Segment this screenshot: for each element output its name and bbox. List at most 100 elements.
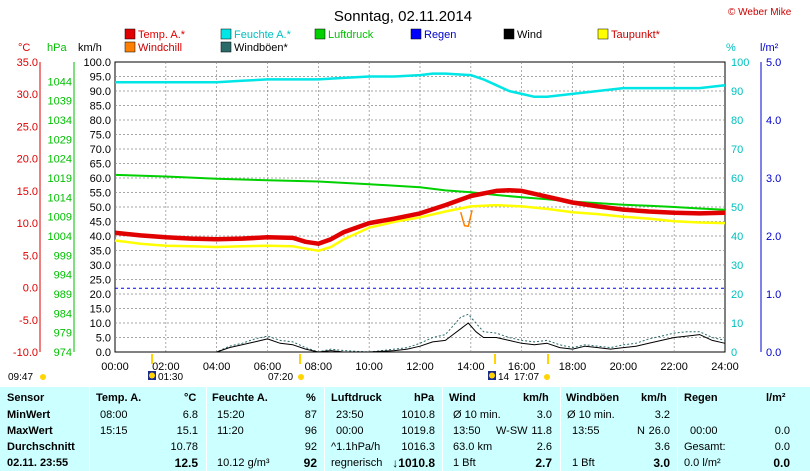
- cell: 10.78: [170, 441, 198, 453]
- cell: 63.0 km: [453, 441, 493, 453]
- chart-axes: 35.0 30.0 25.0 20.0 15.0 10.0 5.0 0.0 -5.0 -10.0 1…: [13, 57, 781, 373]
- cell: 92: [303, 456, 317, 470]
- cell: 13:55: [572, 425, 600, 437]
- sun-icon: [298, 374, 304, 380]
- pressure-tick-label: 989: [54, 289, 72, 301]
- wind-tick-label: 60.0: [90, 173, 111, 185]
- legend-label: Taupunkt*: [611, 29, 661, 41]
- cell: 26.0: [648, 425, 670, 437]
- cell: ^1.1hPa/h: [331, 441, 381, 453]
- cell: 0.0: [774, 441, 790, 453]
- x-tick-label: 12:00: [406, 361, 434, 373]
- marker-label: 14: [498, 372, 510, 383]
- pressure-tick-label: 1029: [48, 134, 72, 146]
- wind-tick-label: 25.0: [90, 275, 111, 287]
- header-wind: Wind: [449, 392, 476, 404]
- wind-tick-label: 45.0: [90, 217, 111, 229]
- temp-tick-label: 0.0: [23, 283, 38, 295]
- header-temp: Temp. A.: [96, 392, 142, 404]
- cell: 11.8: [531, 425, 552, 437]
- pressure-tick-label: 984: [54, 308, 72, 320]
- x-tick-label: 16:00: [508, 361, 536, 373]
- temp-unit: °C: [18, 42, 30, 54]
- cell: 10.12 g/m³: [217, 457, 270, 469]
- cell: 13:50: [453, 425, 481, 437]
- sun-moon-markers: 09:47 01:30 07:20 14 17:07: [8, 354, 550, 383]
- x-tick-label: 10:00: [355, 361, 383, 373]
- pressure-tick-label: 994: [54, 270, 72, 282]
- sun-icon: [40, 374, 46, 380]
- series-line-taupunkt: [114, 203, 726, 253]
- legend-swatch: [220, 41, 232, 53]
- humidity-tick-label: 10: [731, 318, 743, 330]
- legend-label: Regen: [424, 29, 456, 41]
- marker-label: 17:07: [514, 372, 539, 383]
- marker-label: 09:47: [8, 372, 33, 383]
- wind-unit: km/h: [78, 42, 102, 54]
- table-divider: [677, 387, 678, 471]
- humidity-tick-label: 90: [731, 86, 743, 98]
- axis-units: °C hPa km/h % l/m²: [18, 42, 779, 54]
- legend-label: Feuchte A.*: [234, 29, 292, 41]
- chart-title: Sonntag, 02.11.2014: [334, 8, 472, 25]
- header-temp-unit: °C: [184, 392, 197, 404]
- header-hum: Feuchte A.: [212, 392, 268, 404]
- table-divider: [442, 387, 443, 471]
- chart-grid: [114, 61, 726, 353]
- cell: 3.0: [536, 409, 552, 421]
- humidity-tick-label: 40: [731, 231, 743, 243]
- temp-tick-label: 35.0: [17, 57, 38, 69]
- pressure-tick-label: 1014: [48, 192, 72, 204]
- temp-tick-label: -10.0: [13, 347, 38, 359]
- humidity-tick-label: 30: [731, 260, 743, 272]
- table-divider: [206, 387, 207, 471]
- wind-tick-label: 55.0: [90, 188, 111, 200]
- rain-tick-label: 2.0: [766, 231, 781, 243]
- cell: 1019.8: [401, 425, 435, 437]
- legend-label: Luftdruck: [328, 29, 374, 41]
- wind-tick-label: 75.0: [90, 130, 111, 142]
- cell: 96: [304, 425, 317, 437]
- pressure-tick-label: 999: [54, 250, 72, 262]
- row-label: 02.11. 23:55: [7, 457, 69, 469]
- cell: 0.0: [773, 456, 790, 470]
- pressure-tick-label: 1044: [48, 76, 72, 88]
- legend-swatch: [220, 28, 232, 40]
- cell: 12.5: [174, 456, 198, 470]
- wind-tick-label: 100.0: [83, 57, 111, 69]
- cell: 00:00: [336, 425, 364, 437]
- cell: 15.1: [176, 425, 198, 437]
- cell: 15:20: [217, 409, 245, 421]
- cell: 1010.8: [401, 409, 435, 421]
- cell: 3.2: [654, 409, 670, 421]
- cell: 1 Bft: [453, 457, 476, 469]
- cell: 3.6: [654, 441, 670, 453]
- header-sensor: Sensor: [7, 392, 45, 404]
- rain-tick-label: 3.0: [766, 173, 781, 185]
- series-line-luftdruck: [114, 173, 726, 211]
- wind-tick-label: 40.0: [90, 231, 111, 243]
- pressure-tick-label: 1039: [48, 96, 72, 108]
- cell: 1016.3: [401, 441, 435, 453]
- series-line-feuchte-a: [115, 72, 726, 99]
- cell: 08:00: [100, 409, 128, 421]
- series-line-temp-a: [114, 187, 726, 246]
- temp-tick-label: 20.0: [17, 154, 38, 166]
- series-line-windchill: [459, 210, 473, 228]
- rain-tick-label: 4.0: [766, 115, 781, 127]
- temp-tick-label: 25.0: [17, 121, 38, 133]
- humidity-tick-label: 20: [731, 289, 743, 301]
- legend: Temp. A.* Feuchte A.* Luftdruck Regen Wind Ta…: [124, 28, 661, 54]
- wind-tick-label: 20.0: [90, 289, 111, 301]
- x-tick-label: 00:00: [101, 361, 129, 373]
- cell: 11:20: [217, 425, 244, 437]
- legend-swatch: [314, 28, 326, 40]
- wind-tick-label: 15.0: [90, 304, 111, 316]
- cell: Gesamt:: [684, 441, 726, 453]
- wind-tick-label: 95.0: [90, 72, 111, 84]
- pressure-tick-label: 979: [54, 328, 72, 340]
- humidity-tick-label: 0: [731, 347, 737, 359]
- legend-swatch: [597, 28, 609, 40]
- pressure-tick-label: 1004: [48, 231, 72, 243]
- statistics-table: Sensor Temp. A. °C Feuchte A. % Luftdruc…: [0, 387, 810, 471]
